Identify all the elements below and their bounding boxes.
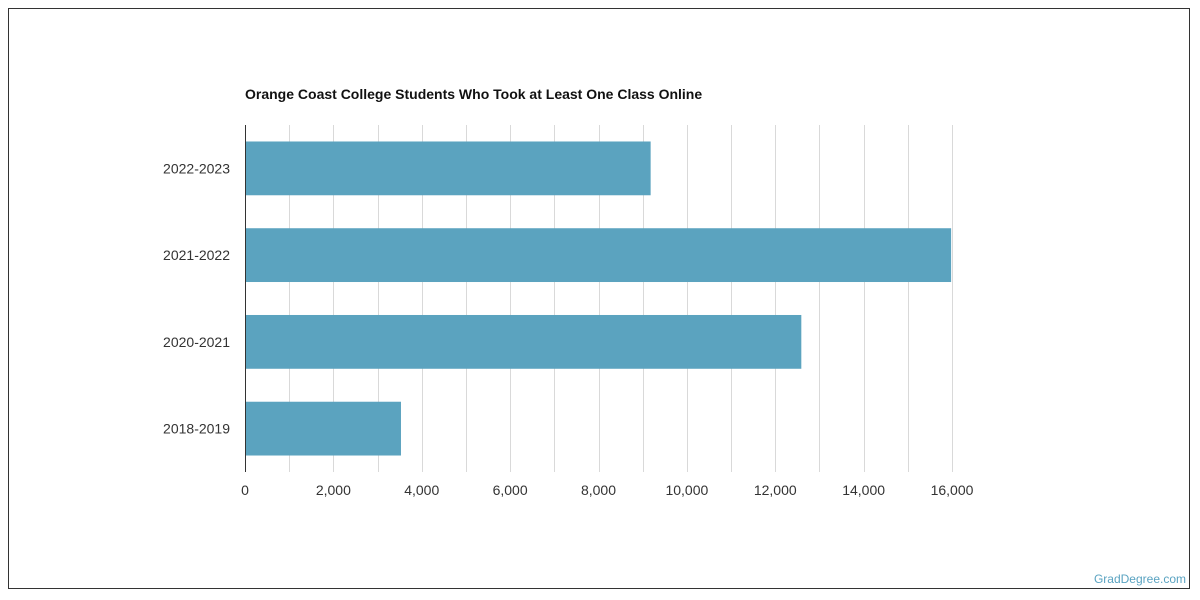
category-label: 2022-2023 [163,160,230,176]
x-tick-label: 2,000 [316,482,351,498]
x-tick-label: 10,000 [665,482,708,498]
x-tick-label: 14,000 [842,482,885,498]
category-label: 2018-2019 [163,421,230,437]
watermark: GradDegree.com [1093,572,1186,586]
x-tick-label: 0 [241,482,249,498]
x-tick-label: 8,000 [581,482,616,498]
chart-title: Orange Coast College Students Who Took a… [245,86,703,102]
bar [245,314,802,369]
x-tick-label: 6,000 [493,482,528,498]
x-tick-label: 12,000 [754,482,797,498]
x-tick-label: 16,000 [931,482,974,498]
x-tick-label: 4,000 [404,482,439,498]
bar [245,141,651,196]
bar [245,228,952,283]
category-label: 2020-2021 [163,334,230,350]
category-label: 2021-2022 [163,247,230,263]
bar [245,401,401,456]
